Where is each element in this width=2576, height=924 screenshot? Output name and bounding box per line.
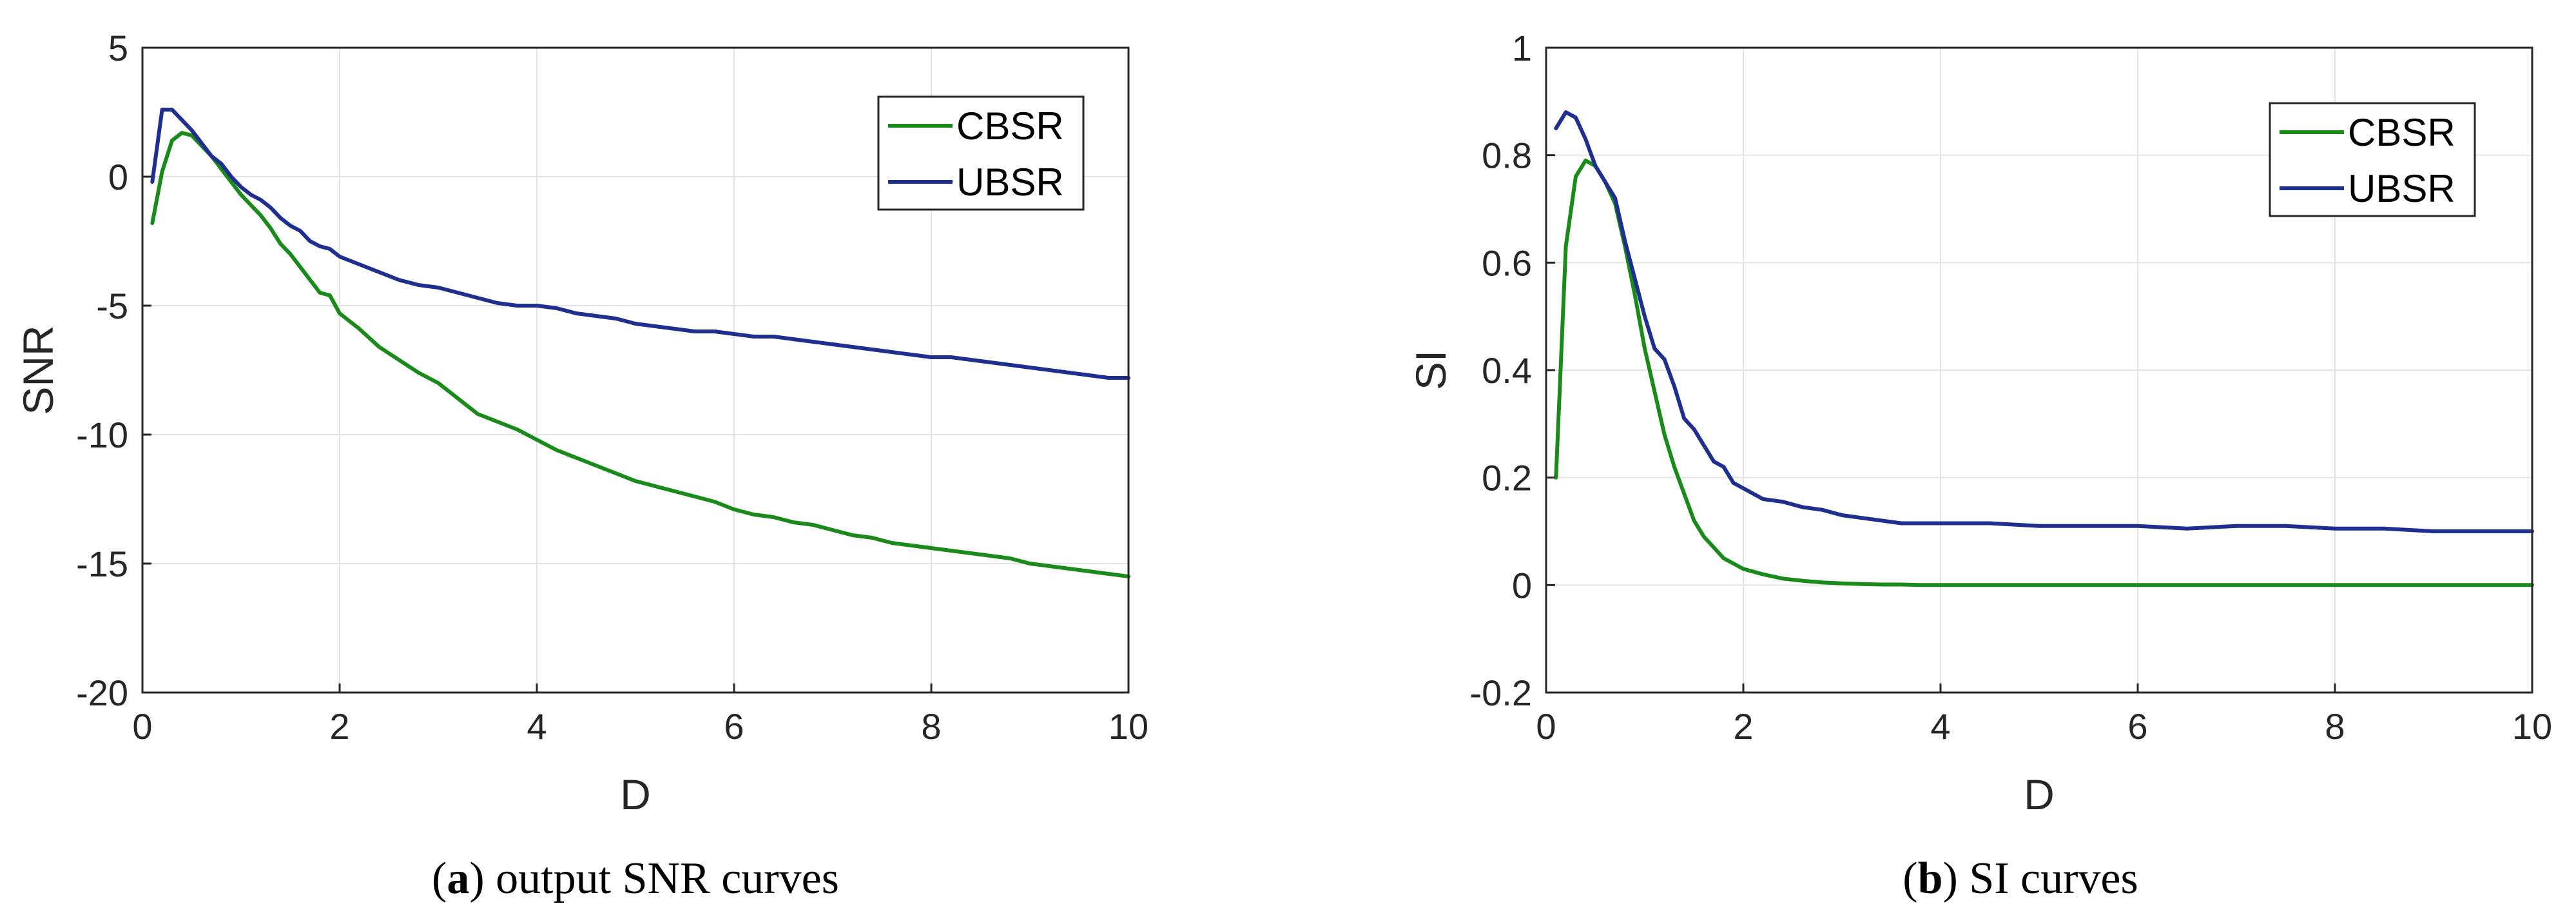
si-y-tick-label: 0.8 — [1482, 135, 1532, 176]
snr-legend-ubsr-label: UBSR — [956, 161, 1064, 204]
si-series — [1554, 110, 2534, 587]
snr-y-tick-label: -10 — [76, 415, 128, 455]
si-y-tick-label: 0 — [1512, 565, 1532, 605]
snr-x-tick-label: 4 — [527, 706, 547, 747]
snr-series — [150, 108, 1130, 578]
si-y-tick-label: 0.2 — [1482, 458, 1532, 498]
caption-b-close: ) — [1943, 854, 1958, 903]
caption-a-tag: a — [447, 854, 469, 903]
snr-legend-box — [877, 95, 1085, 211]
si-x-tick-label: 10 — [2512, 706, 2552, 747]
snr-panel: 0 2 4 6 8 10 -20 -15 -10 -5 0 5 D SNR CBSR UBSR — [14, 28, 1148, 818]
snr-y-tick-label: 5 — [108, 28, 128, 68]
snr-x-tick-label: 10 — [1109, 706, 1148, 747]
si-series-ubsr-line — [1554, 110, 2534, 533]
si-y-tick-label: -0.2 — [1470, 673, 1533, 713]
snr-x-tick-label: 8 — [921, 706, 941, 747]
caption-a-close: ) — [469, 854, 484, 903]
si-y-tick-label: 1 — [1512, 28, 1532, 68]
snr-series-cbsr-line — [150, 131, 1130, 578]
caption-b-text: SI curves — [1958, 854, 2138, 903]
si-legend: CBSR UBSR — [2269, 102, 2476, 217]
si-legend-cbsr-label: CBSR — [2348, 111, 2455, 154]
snr-y-tick-label: -15 — [76, 544, 128, 584]
si-x-tick-label: 2 — [1733, 706, 1753, 747]
snr-ticks: 0 2 4 6 8 10 -20 -15 -10 -5 0 5 — [76, 28, 1148, 747]
snr-y-tick-label: 0 — [108, 157, 128, 197]
caption-a-open: ( — [432, 854, 447, 903]
snr-x-axis-label: D — [620, 771, 651, 818]
snr-x-tick-label: 0 — [132, 706, 152, 747]
snr-y-tick-label: -20 — [76, 673, 128, 713]
snr-x-tick-label: 6 — [724, 706, 744, 747]
si-series-cbsr-line — [1554, 159, 2534, 587]
caption-a: (a) output SNR curves — [432, 854, 839, 903]
si-y-axis-label: SI — [1407, 350, 1455, 390]
snr-legend-cbsr-label: CBSR — [956, 104, 1064, 148]
caption-b: (b) SI curves — [1903, 854, 2138, 903]
caption-a-text: output SNR curves — [485, 854, 839, 903]
snr-legend: CBSR UBSR — [877, 95, 1085, 211]
si-x-tick-label: 6 — [2127, 706, 2147, 747]
snr-series-ubsr-line — [150, 108, 1130, 380]
snr-x-tick-label: 2 — [329, 706, 349, 747]
si-panel: 0 2 4 6 8 10-0.200.20.40.60.81 D SI CBSR UBSR — [1407, 28, 2552, 818]
si-y-tick-label: 0.6 — [1482, 242, 1532, 283]
si-x-tick-label: 8 — [2325, 706, 2345, 747]
snr-axes-box — [141, 46, 1130, 694]
caption-b-open: ( — [1903, 854, 1917, 903]
si-legend-ubsr-label: UBSR — [2348, 167, 2455, 210]
si-x-tick-label: 0 — [1536, 706, 1556, 747]
snr-y-axis-label: SNR — [14, 325, 62, 415]
si-y-tick-label: 0.4 — [1482, 350, 1532, 391]
si-x-axis-label: D — [2024, 771, 2055, 818]
si-ticks: 0 2 4 6 8 10-0.200.20.40.60.81 — [1470, 28, 2553, 747]
snr-y-tick-label: -5 — [96, 286, 128, 326]
si-x-tick-label: 4 — [1930, 706, 1950, 747]
si-legend-box — [2269, 102, 2476, 217]
caption-b-tag: b — [1918, 854, 1943, 903]
